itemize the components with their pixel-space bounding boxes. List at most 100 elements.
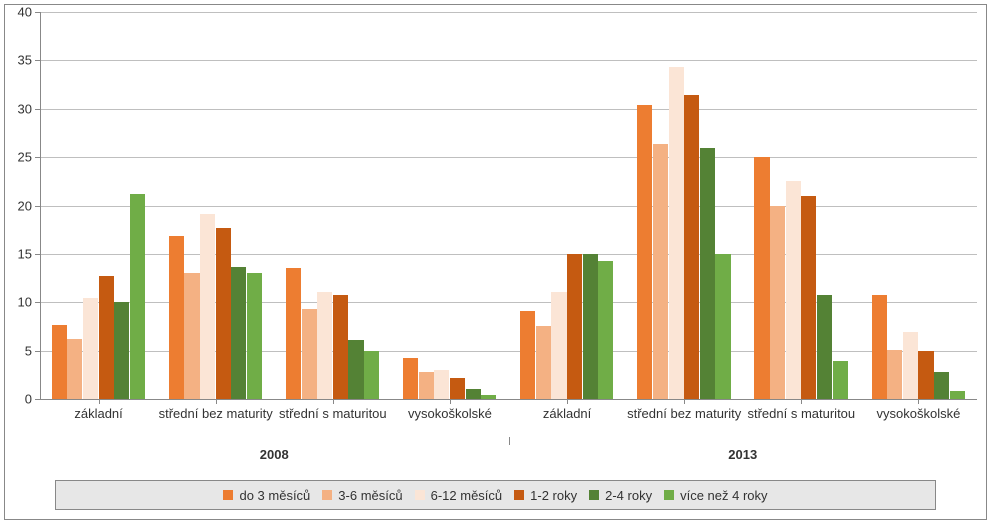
legend-item: více než 4 roky (664, 488, 767, 503)
bar (715, 254, 730, 399)
bar (551, 292, 566, 399)
legend-swatch (664, 490, 674, 500)
y-tick-label: 35 (0, 53, 32, 68)
bar (286, 268, 301, 399)
bar (684, 95, 699, 399)
category-tick (99, 399, 100, 404)
category-label: střední s maturitou (274, 407, 391, 422)
category-tick (801, 399, 802, 404)
gridline (40, 157, 977, 158)
bar (364, 351, 379, 399)
legend-label: do 3 měsíců (239, 488, 310, 503)
y-axis-line (40, 12, 41, 399)
category-label: základní (40, 407, 157, 422)
bar (801, 196, 816, 399)
y-tick-label: 30 (0, 101, 32, 116)
bar (184, 273, 199, 399)
legend-swatch (589, 490, 599, 500)
bar (67, 339, 82, 399)
bar (817, 295, 832, 399)
bar (950, 391, 965, 399)
legend-item: do 3 měsíců (223, 488, 310, 503)
bar (419, 372, 434, 399)
bar (99, 276, 114, 399)
legend-item: 2-4 roky (589, 488, 652, 503)
legend-label: 2-4 roky (605, 488, 652, 503)
bar (333, 295, 348, 399)
category-tick (918, 399, 919, 404)
bar (770, 206, 785, 400)
gridline (40, 60, 977, 61)
category-label: vysokoškolské (860, 407, 977, 422)
legend: do 3 měsíců 3-6 měsíců 6-12 měsíců 1-2 roky… (55, 480, 936, 510)
bar (903, 332, 918, 399)
bar (653, 144, 668, 399)
bar (403, 358, 418, 399)
bar (52, 325, 67, 399)
y-tick-label: 0 (0, 392, 32, 407)
year-label: 2013 (643, 447, 843, 462)
bar (934, 372, 949, 399)
category-tick (450, 399, 451, 404)
category-label: střední s maturitou (743, 407, 860, 422)
category-tick (333, 399, 334, 404)
bar (169, 236, 184, 400)
bar (130, 194, 145, 399)
y-tick-label: 10 (0, 295, 32, 310)
bar (786, 181, 801, 399)
bar (583, 254, 598, 399)
bar (637, 105, 652, 399)
bar (216, 228, 231, 399)
bar (481, 395, 496, 399)
bar (302, 309, 317, 399)
gridline (40, 12, 977, 13)
bar (83, 298, 98, 399)
bar (450, 378, 465, 399)
bar (872, 295, 887, 399)
bar (536, 326, 551, 399)
y-tick-label: 20 (0, 198, 32, 213)
y-tick-label: 5 (0, 343, 32, 358)
legend-item: 3-6 měsíců (322, 488, 402, 503)
category-tick (567, 399, 568, 404)
legend-swatch (322, 490, 332, 500)
bar (200, 214, 215, 399)
bar (231, 267, 246, 399)
y-tick-label: 40 (0, 5, 32, 20)
bar (520, 311, 535, 399)
y-tick-label: 15 (0, 246, 32, 261)
bar (567, 254, 582, 399)
category-label: základní (509, 407, 626, 422)
y-tick-label: 25 (0, 150, 32, 165)
bar (833, 361, 848, 399)
bar (434, 370, 449, 399)
category-tick (216, 399, 217, 404)
bar (669, 67, 684, 399)
bar (348, 340, 363, 399)
bar (466, 389, 481, 399)
legend-swatch (514, 490, 524, 500)
bar (598, 261, 613, 399)
legend-label: více než 4 roky (680, 488, 767, 503)
x-axis-line (40, 399, 977, 400)
gridline (40, 109, 977, 110)
category-tick (684, 399, 685, 404)
bar (918, 351, 933, 399)
legend-swatch (415, 490, 425, 500)
bar (700, 148, 715, 399)
bar (887, 350, 902, 399)
legend-label: 3-6 měsíců (338, 488, 402, 503)
category-label: vysokoškolské (391, 407, 508, 422)
legend-item: 1-2 roky (514, 488, 577, 503)
chart-container: 0510152025303540základnístřední bez matu… (0, 0, 991, 524)
legend-item: 6-12 měsíců (415, 488, 503, 503)
year-separator-tick (509, 437, 510, 445)
bar (247, 273, 262, 399)
gridline (40, 206, 977, 207)
bar (317, 292, 332, 399)
legend-swatch (223, 490, 233, 500)
category-label: střední bez maturity (626, 407, 743, 422)
year-label: 2008 (174, 447, 374, 462)
bar (114, 302, 129, 399)
legend-label: 6-12 měsíců (431, 488, 503, 503)
